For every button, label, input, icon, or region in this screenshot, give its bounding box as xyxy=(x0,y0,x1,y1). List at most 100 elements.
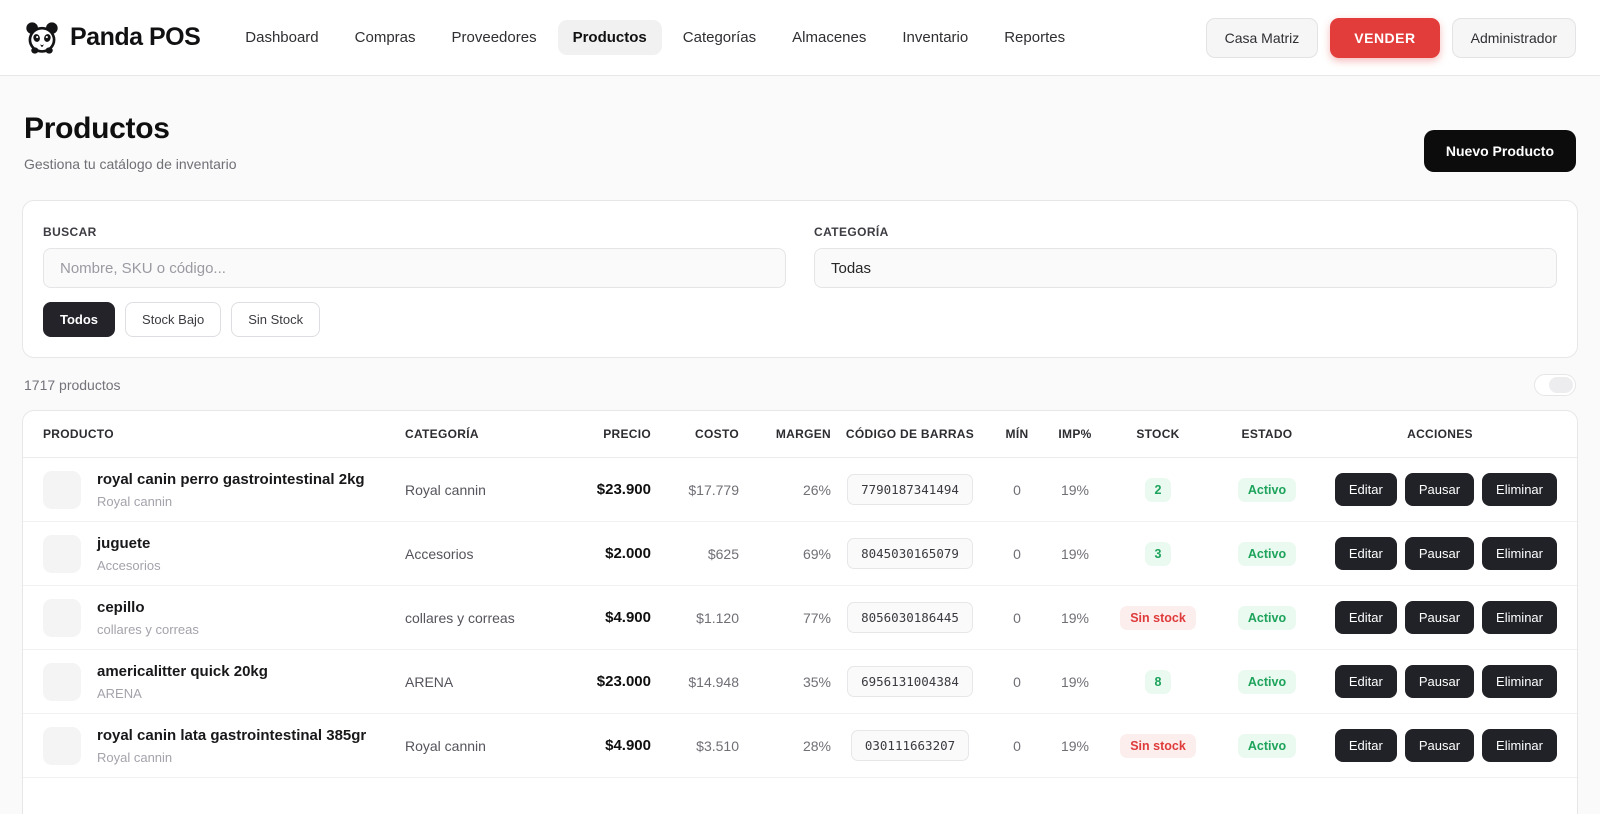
nav-item-almacenes[interactable]: Almacenes xyxy=(792,29,867,46)
barcode-value[interactable]: 8045030165079 xyxy=(847,538,973,569)
cost-cell: $3.510 xyxy=(696,737,739,754)
view-toggle[interactable] xyxy=(1534,374,1576,396)
category-select[interactable]: Todas xyxy=(814,248,1557,288)
cost-cell: $625 xyxy=(707,545,739,562)
nav-item-categorías[interactable]: Categorías xyxy=(682,29,757,46)
tax-cell: 19% xyxy=(1060,545,1090,562)
panda-icon xyxy=(24,21,60,55)
nav-item-reportes[interactable]: Reportes xyxy=(1004,29,1066,46)
products-table: PRODUCTO CATEGORÍA PRECIO COSTO MARGEN C… xyxy=(22,410,1578,814)
page-title: Productos xyxy=(24,112,170,145)
page-subtitle: Gestiona tu catálogo de inventario xyxy=(24,156,237,172)
price-cell: $2.000 xyxy=(605,545,651,562)
tax-cell: 19% xyxy=(1060,609,1090,626)
cost-cell: $14.948 xyxy=(688,673,739,690)
category-cell: ARENA xyxy=(405,673,454,690)
product-image-placeholder xyxy=(43,662,81,701)
barcode-value[interactable]: 8056030186445 xyxy=(847,602,973,633)
product-image-placeholder xyxy=(43,598,81,637)
min-cell: 0 xyxy=(1013,481,1021,498)
min-cell: 0 xyxy=(1013,737,1021,754)
col-producto: PRODUCTO xyxy=(43,427,114,441)
new-product-button[interactable]: Nuevo Producto xyxy=(1423,130,1576,172)
category-group: CATEGORÍA Todas xyxy=(814,225,1557,288)
category-cell: Royal cannin xyxy=(405,737,486,754)
search-input[interactable] xyxy=(43,248,786,288)
product-name: americalitter quick 20kg xyxy=(97,663,268,681)
product-subcategory: Royal cannin xyxy=(97,493,173,509)
price-cell: $23.000 xyxy=(596,673,651,690)
eliminar-button[interactable]: Eliminar xyxy=(1482,665,1557,698)
col-imp: IMP% xyxy=(1058,427,1092,441)
product-name: royal canin lata gastrointestinal 385gr xyxy=(97,727,367,745)
table-row: americalitter quick 20kg ARENA ARENA $23… xyxy=(23,650,1577,714)
price-cell: $4.900 xyxy=(605,609,651,626)
table-header-row: PRODUCTO CATEGORÍA PRECIO COSTO MARGEN C… xyxy=(23,411,1577,458)
filter-chip-stock-bajo[interactable]: Stock Bajo xyxy=(125,302,222,337)
status-badge: Activo xyxy=(1237,669,1297,694)
product-cell: juguete Accesorios xyxy=(43,524,405,583)
eliminar-button[interactable]: Eliminar xyxy=(1482,729,1557,762)
nav-item-dashboard[interactable]: Dashboard xyxy=(245,29,319,46)
barcode-value[interactable]: 6956131004384 xyxy=(847,666,973,697)
search-label: BUSCAR xyxy=(43,225,97,239)
actions-cell: Editar Pausar Eliminar xyxy=(1323,601,1557,634)
tax-cell: 19% xyxy=(1060,737,1090,754)
editar-button[interactable]: Editar xyxy=(1334,473,1397,506)
product-subcategory: Royal cannin xyxy=(97,749,173,765)
pausar-button[interactable]: Pausar xyxy=(1404,601,1475,634)
editar-button[interactable]: Editar xyxy=(1334,729,1397,762)
status-badge: Activo xyxy=(1237,605,1297,630)
sell-button[interactable]: VENDER xyxy=(1330,17,1440,58)
eliminar-button[interactable]: Eliminar xyxy=(1482,601,1557,634)
cost-cell: $17.779 xyxy=(688,481,739,498)
margin-cell: 26% xyxy=(802,481,831,498)
pausar-button[interactable]: Pausar xyxy=(1404,729,1475,762)
product-image-placeholder xyxy=(43,726,81,765)
eliminar-button[interactable]: Eliminar xyxy=(1482,537,1557,570)
user-button[interactable]: Administrador xyxy=(1451,17,1576,58)
editar-button[interactable]: Editar xyxy=(1334,601,1397,634)
min-cell: 0 xyxy=(1013,609,1021,626)
filter-chip-sin-stock[interactable]: Sin Stock xyxy=(231,302,321,337)
product-subcategory: Accesorios xyxy=(97,557,161,573)
stock-badge: 2 xyxy=(1144,477,1172,502)
eliminar-button[interactable]: Eliminar xyxy=(1482,473,1557,506)
editar-button[interactable]: Editar xyxy=(1334,537,1397,570)
nav-item-compras[interactable]: Compras xyxy=(354,29,416,46)
col-precio: PRECIO xyxy=(603,427,651,441)
toggle-knob xyxy=(1549,377,1573,393)
col-codigo: CÓDIGO DE BARRAS xyxy=(845,427,975,441)
filter-chip-todos[interactable]: Todos xyxy=(43,302,116,337)
branch-button[interactable]: Casa Matriz xyxy=(1205,17,1319,58)
brand-logo[interactable]: Panda POS xyxy=(24,21,201,55)
table-body: royal canin perro gastrointestinal 2kg R… xyxy=(23,458,1577,778)
product-name: royal canin perro gastrointestinal 2kg xyxy=(97,471,365,489)
min-cell: 0 xyxy=(1013,673,1021,690)
col-costo: COSTO xyxy=(695,427,739,441)
nav-item-productos[interactable]: Productos xyxy=(557,20,662,55)
min-cell: 0 xyxy=(1013,545,1021,562)
editar-button[interactable]: Editar xyxy=(1334,665,1397,698)
price-cell: $23.900 xyxy=(596,481,651,498)
tax-cell: 19% xyxy=(1060,673,1090,690)
margin-cell: 28% xyxy=(802,737,831,754)
stock-badge: Sin stock xyxy=(1120,733,1196,758)
cost-cell: $1.120 xyxy=(696,609,739,626)
nav-item-inventario[interactable]: Inventario xyxy=(902,29,969,46)
status-badge: Activo xyxy=(1237,733,1297,758)
top-navigation: Panda POS Dashboard Compras Proveedores Pro… xyxy=(0,0,1600,76)
pausar-button[interactable]: Pausar xyxy=(1404,473,1475,506)
margin-cell: 77% xyxy=(802,609,831,626)
nav-item-proveedores[interactable]: Proveedores xyxy=(451,29,537,46)
product-cell: royal canin lata gastrointestinal 385gr … xyxy=(43,716,405,775)
pausar-button[interactable]: Pausar xyxy=(1404,537,1475,570)
nav-right-actions: Casa Matriz VENDER Administrador xyxy=(1205,17,1576,58)
col-categoria: CATEGORÍA xyxy=(405,427,479,441)
col-estado: ESTADO xyxy=(1241,427,1293,441)
stock-filter-chips: Todos Stock Bajo Sin Stock xyxy=(43,302,1557,337)
barcode-value[interactable]: 030111663207 xyxy=(850,730,970,761)
barcode-value[interactable]: 7790187341494 xyxy=(847,474,973,505)
search-group: BUSCAR xyxy=(43,225,786,288)
pausar-button[interactable]: Pausar xyxy=(1404,665,1475,698)
